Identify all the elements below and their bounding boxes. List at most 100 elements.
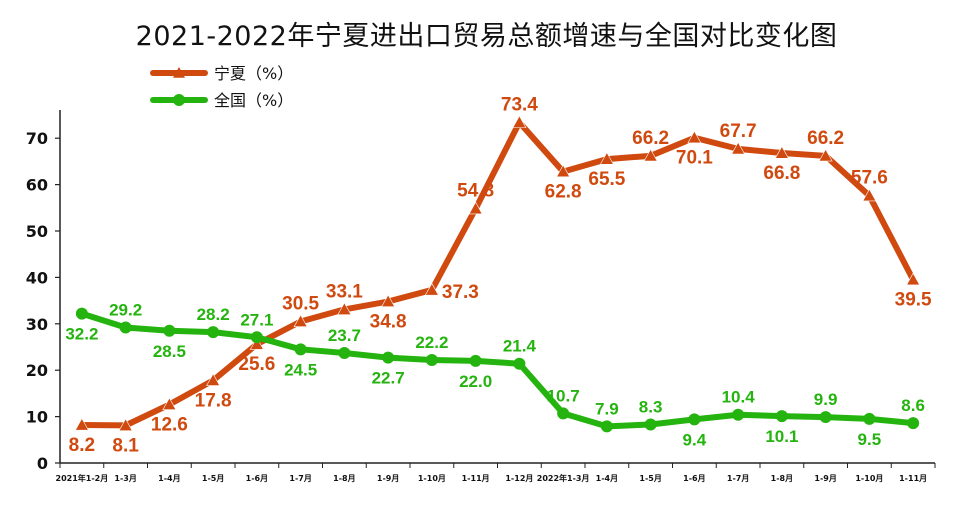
data-label-national: 22.2 xyxy=(415,333,448,352)
data-label-national: 27.1 xyxy=(240,310,273,329)
data-label-national: 9.4 xyxy=(683,430,707,449)
data-point-ningxia xyxy=(118,418,133,431)
data-label-national: 8.6 xyxy=(901,396,925,415)
data-label-ningxia: 17.8 xyxy=(195,390,232,411)
data-point-national xyxy=(775,410,788,423)
x-tick-label: 1-9月 xyxy=(377,474,399,483)
data-label-ningxia: 39.5 xyxy=(895,290,932,311)
x-tick-label: 1-10月 xyxy=(418,474,446,483)
data-label-ningxia: 67.7 xyxy=(720,121,757,142)
data-point-ningxia xyxy=(381,294,396,308)
y-tick-label: 10 xyxy=(26,408,48,427)
data-label-ningxia: 66.8 xyxy=(763,163,800,184)
data-label-national: 22.0 xyxy=(459,372,492,391)
data-label-ningxia: 62.8 xyxy=(545,182,582,203)
data-label-ningxia: 8.2 xyxy=(69,435,95,456)
data-label-ningxia: 57.6 xyxy=(851,168,888,189)
data-point-national xyxy=(732,408,745,421)
data-label-national: 29.2 xyxy=(109,301,142,320)
x-tick-label: 1-3月 xyxy=(114,474,136,483)
data-point-ningxia xyxy=(643,148,658,162)
series-layer xyxy=(74,115,921,433)
data-point-national xyxy=(338,347,351,360)
data-label-national: 21.4 xyxy=(503,337,537,356)
legend: 宁夏（%） 全国（%） xyxy=(150,64,293,110)
data-label-ningxia: 37.3 xyxy=(442,282,479,303)
data-label-ningxia: 70.1 xyxy=(676,148,713,169)
data-point-ningxia xyxy=(687,130,702,144)
data-label-national: 10.7 xyxy=(547,386,580,405)
data-label-ningxia: 34.8 xyxy=(370,312,407,333)
data-point-national xyxy=(557,407,570,420)
data-point-national xyxy=(163,324,176,337)
data-point-national xyxy=(294,343,307,356)
legend-marker-triangle xyxy=(173,67,185,78)
data-label-national: 23.7 xyxy=(328,326,361,345)
x-tick-label: 1-12月 xyxy=(505,474,533,483)
data-label-national: 10.4 xyxy=(722,388,756,407)
data-label-ningxia: 33.1 xyxy=(326,281,363,302)
y-tick-label: 50 xyxy=(26,222,48,241)
series-line-national xyxy=(78,310,917,430)
data-label-national: 24.5 xyxy=(284,360,317,379)
data-label-national: 28.2 xyxy=(197,305,230,324)
x-tick-label: 1-5月 xyxy=(639,474,661,483)
data-point-national xyxy=(644,418,657,431)
y-tick-label: 0 xyxy=(37,454,48,473)
x-tick-label: 1-7月 xyxy=(727,474,749,483)
x-tick-label: 2022年1-3月 xyxy=(537,473,590,483)
legend-label: 全国（%） xyxy=(214,91,293,110)
x-tick-label: 1-8月 xyxy=(771,474,793,483)
data-point-ningxia xyxy=(74,417,89,431)
x-tick-label: 1-7月 xyxy=(289,474,311,483)
data-point-ningxia xyxy=(293,314,308,327)
data-point-national xyxy=(119,321,132,334)
y-tick-label: 40 xyxy=(26,268,48,287)
data-point-national xyxy=(75,307,88,320)
data-label-ningxia: 30.5 xyxy=(282,293,319,314)
data-label-national: 10.1 xyxy=(765,427,798,446)
data-point-ningxia xyxy=(424,282,439,296)
x-tick-label: 1-5月 xyxy=(202,474,224,483)
x-tick-label: 2021年1-2月 xyxy=(56,473,109,483)
data-label-ningxia: 65.5 xyxy=(588,169,625,190)
data-point-national xyxy=(207,326,220,339)
x-tick-label: 1-9月 xyxy=(814,474,836,483)
y-tick-label: 70 xyxy=(26,129,48,148)
x-tick-label: 1-6月 xyxy=(246,474,268,483)
data-point-national xyxy=(600,420,613,433)
data-point-ningxia xyxy=(468,201,483,215)
data-label-ningxia: 66.2 xyxy=(632,128,669,149)
data-point-ningxia xyxy=(206,373,221,386)
data-point-national xyxy=(425,353,438,366)
data-label-national: 32.2 xyxy=(65,325,98,344)
y-tick-label: 30 xyxy=(26,315,48,334)
data-point-ningxia xyxy=(512,115,527,128)
data-label-national: 22.7 xyxy=(372,369,405,388)
data-label-ningxia: 12.6 xyxy=(151,415,188,436)
data-point-ningxia xyxy=(599,151,614,165)
x-tick-label: 1-4月 xyxy=(158,474,180,483)
data-point-ningxia xyxy=(337,302,352,315)
data-label-ningxia: 25.6 xyxy=(238,354,275,375)
data-label-national: 9.5 xyxy=(858,430,882,449)
data-point-national xyxy=(382,351,395,364)
data-point-national xyxy=(688,413,701,426)
data-point-ningxia xyxy=(249,337,264,350)
data-point-ningxia xyxy=(774,145,789,159)
x-tick-label: 1-11月 xyxy=(899,474,927,483)
y-tick-label: 20 xyxy=(26,361,48,380)
y-tick-label: 60 xyxy=(26,176,48,195)
series-line-ningxia xyxy=(78,119,917,429)
data-point-national xyxy=(250,331,263,344)
x-tick-label: 1-4月 xyxy=(596,474,618,483)
data-label-ningxia: 66.2 xyxy=(807,128,844,149)
data-point-national xyxy=(907,417,920,430)
x-tick-label: 1-6月 xyxy=(683,474,705,483)
data-point-ningxia xyxy=(162,397,177,411)
data-label-ningxia: 73.4 xyxy=(501,94,538,115)
data-label-national: 28.5 xyxy=(153,342,186,361)
data-point-national xyxy=(863,412,876,425)
x-tick-label: 1-10月 xyxy=(855,474,883,483)
